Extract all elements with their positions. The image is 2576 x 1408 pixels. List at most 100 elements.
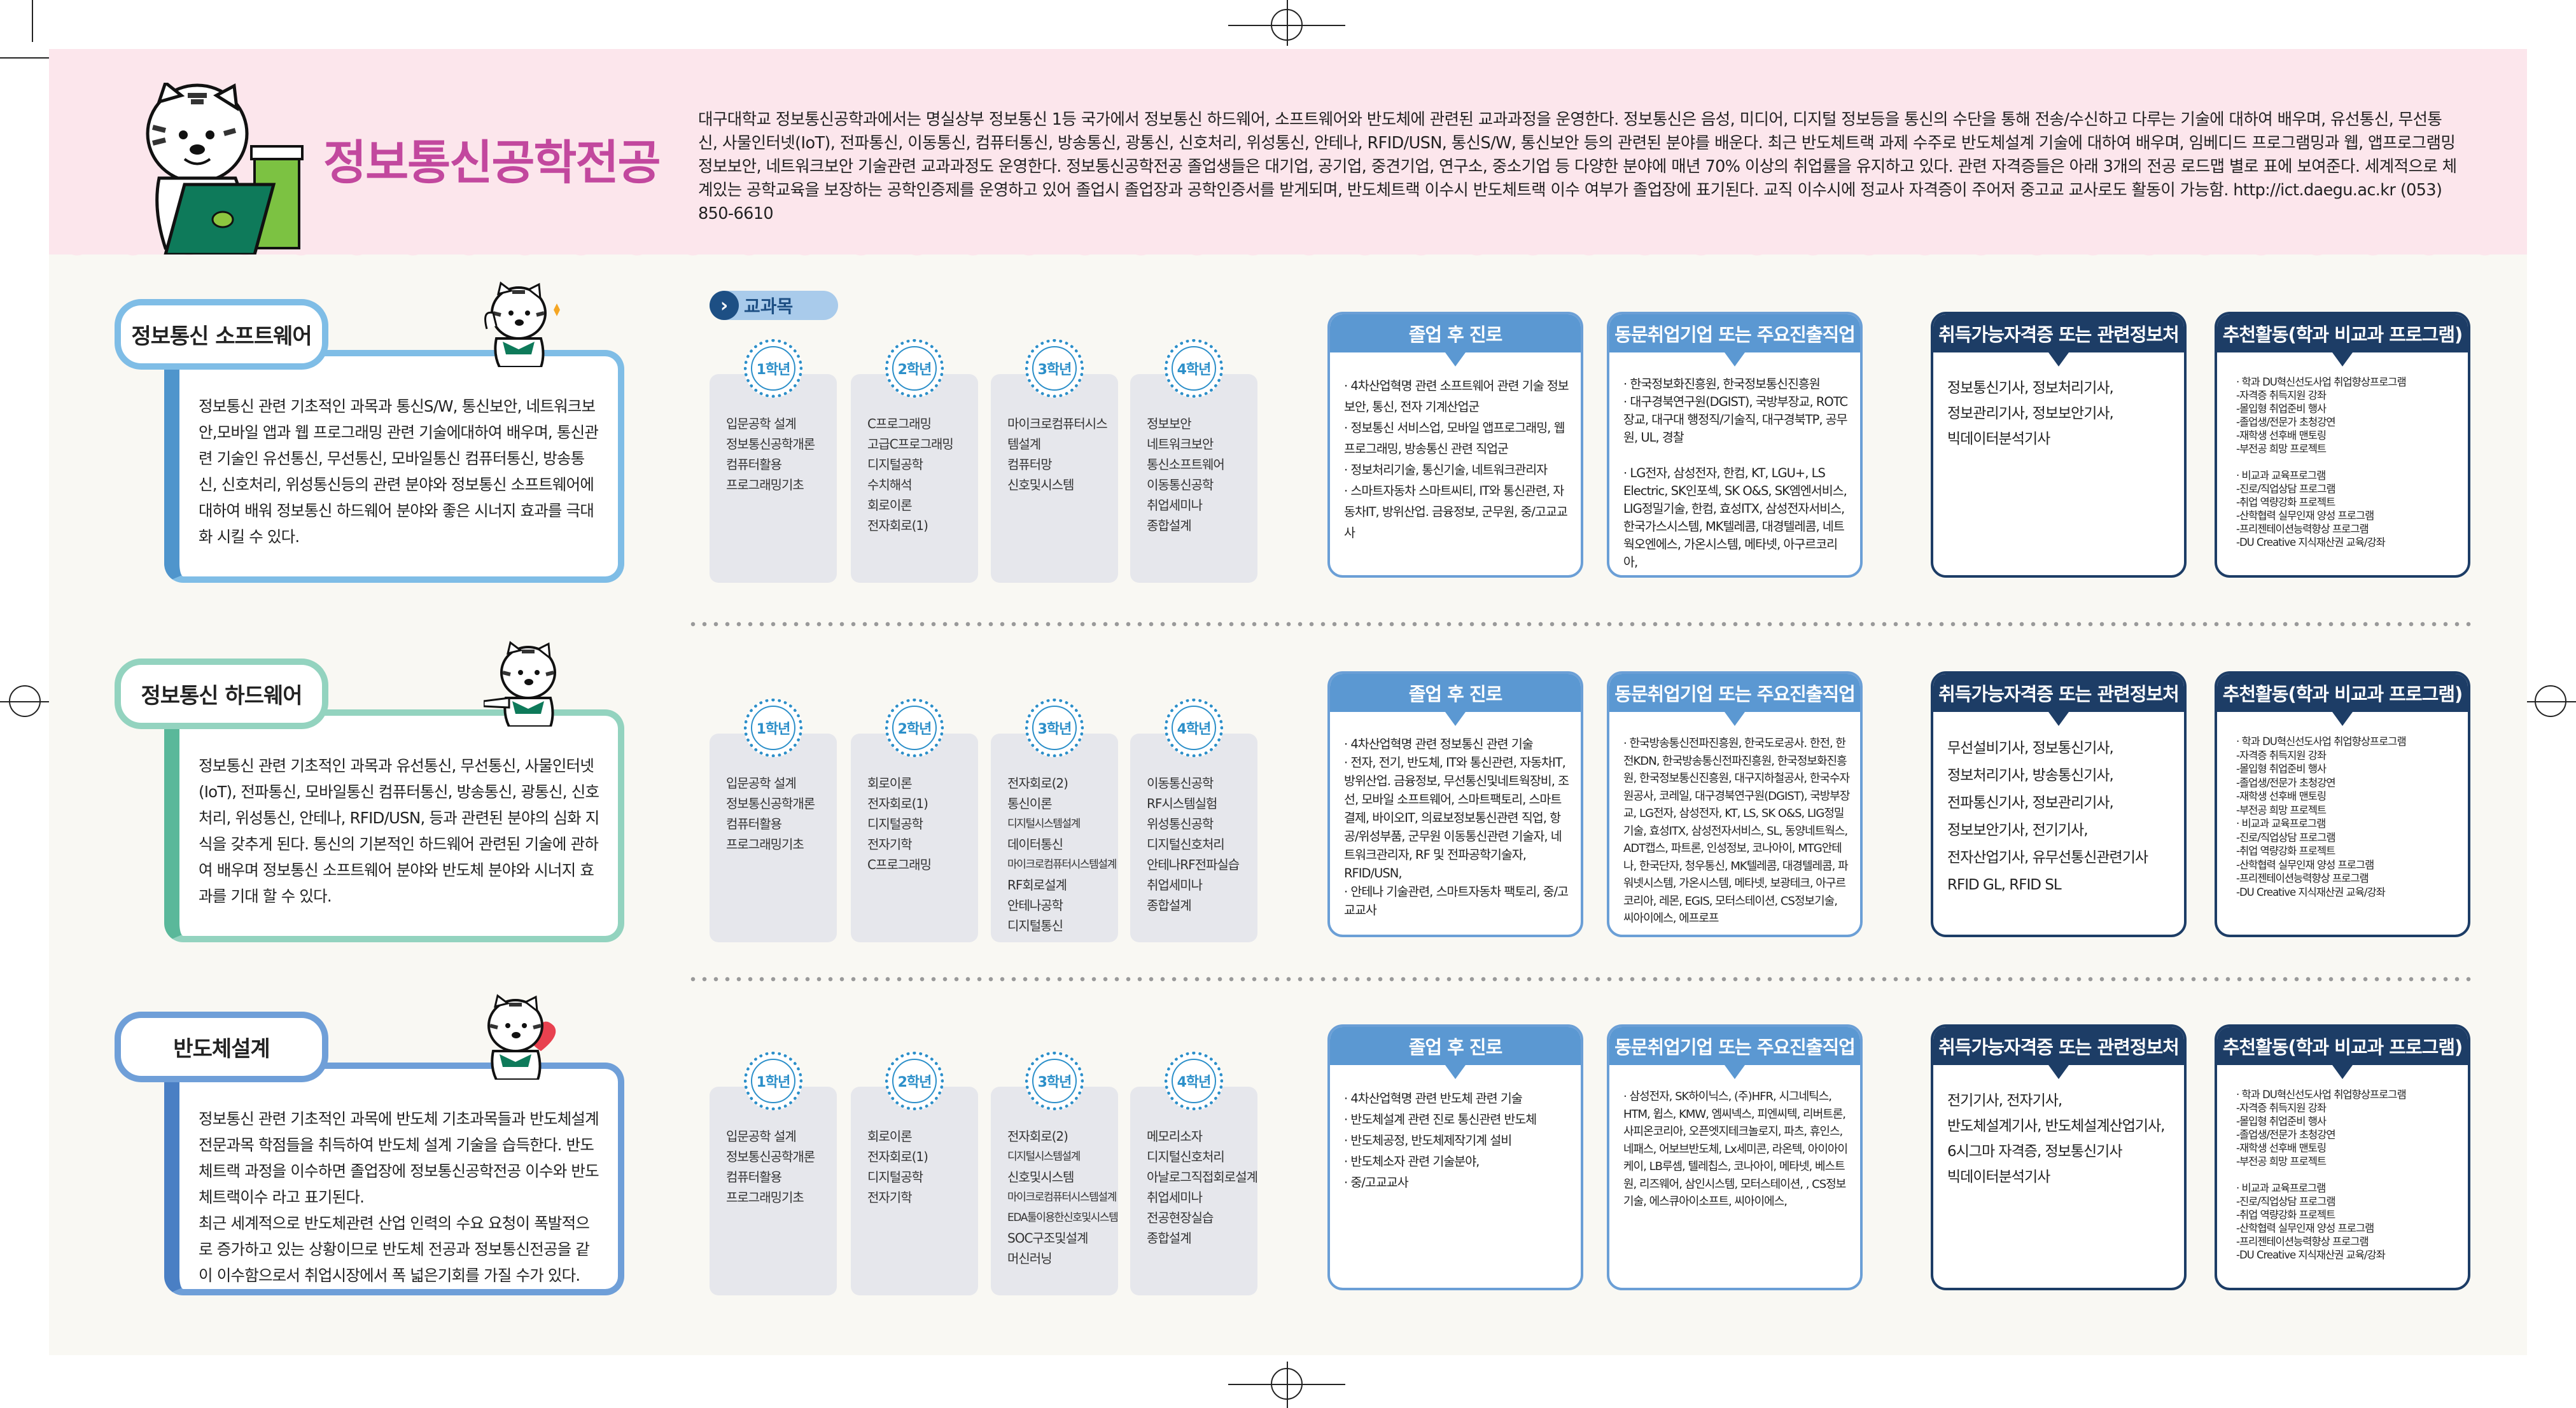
- course-item: 디지털통신: [1007, 918, 1063, 933]
- box-line: · 학과 DU혁신선도사업 취업향상프로그램: [2236, 376, 2407, 388]
- box-line: -졸업생/전문가 초청강연: [2236, 416, 2336, 428]
- box-line: -몰입형 취업준비 행사: [2236, 1115, 2327, 1127]
- year-courses-column: C프로그래밍 고급C프로그래밍 디지털공학 수치해석 회로이론 전자회로(1): [851, 374, 978, 583]
- box-line: -산학협력 실무인재 양성 프로그램: [2236, 1222, 2374, 1234]
- course-item: 프로그래밍기초: [726, 837, 804, 852]
- box-line: 정보관리기사, 정보보안기사,: [1947, 405, 2114, 422]
- box-line: · 반도체소자 관련 기술분야,: [1344, 1154, 1480, 1169]
- year-courses-column: 전자회로(2) 디지털시스템설계 신호및시스템 마이크로컴퓨터시스템설계 EDA툴이용한…: [991, 1087, 1119, 1295]
- box-line: -DU Creative 지식재산권 교육/강좌: [2236, 886, 2386, 898]
- box-line: -진로/직업상담 프로그램: [2236, 1195, 2336, 1208]
- course-item: 전공현장실습: [1147, 1210, 1214, 1225]
- course-item: 컴퓨터활용: [726, 1169, 782, 1185]
- box-line: -프리젠테이션능력향상 프로그램: [2236, 1236, 2369, 1248]
- course-item: 마이크로컴퓨터시스: [1007, 416, 1108, 431]
- box-line: 6시그마 자격증, 정보통신기사: [1947, 1143, 2123, 1160]
- course-item: 컴퓨터활용: [726, 816, 782, 832]
- box-line: -프리젠테이션능력향상 프로그램: [2236, 872, 2369, 884]
- year-label: 3학년: [1032, 1059, 1077, 1103]
- course-item: 전자회로(1): [867, 518, 928, 533]
- box-line: -부전공 희망 프로젝트: [2236, 1155, 2327, 1168]
- box-body: · 한국정보화진흥원, 한국정보통신진흥원 · 대구경북연구원(DGIST), 국…: [1609, 366, 1860, 571]
- course-item: 디지털시스템설계: [1007, 818, 1081, 830]
- year-label: 2학년: [892, 346, 937, 391]
- box-line: · 전자, 전기, 반도체, IT와 통신관련, 자동차IT, 방위산업. 금융…: [1344, 755, 1569, 881]
- box-line: -졸업생/전문가 초청강연: [2236, 776, 2336, 789]
- year-courses-column: 마이크로컴퓨터시스 템설계 컴퓨터망 신호및시스템: [991, 374, 1118, 583]
- year-courses-column: 이동통신공학 RF시스템실험 위성통신공학 디지털신호처리 안테나RF전파실습 취업세미나…: [1130, 734, 1257, 942]
- course-item: 프로그래밍기초: [726, 1190, 804, 1205]
- course-item: 입문공학 설계: [726, 416, 797, 431]
- year-badge: 1학년: [744, 339, 802, 398]
- course-item: 디지털신호처리: [1147, 1149, 1225, 1164]
- box-line: 전자산업기사, 유무선통신관련기사: [1947, 849, 2148, 866]
- crop-mark-bottom-h: [1228, 1384, 1345, 1385]
- box-line: -산학협력 실무인재 양성 프로그램: [2236, 858, 2374, 871]
- box-header: 동문취업기업 또는 주요진출직업: [1609, 1027, 1860, 1065]
- course-item: 회로이론: [867, 498, 913, 513]
- box-header: 취득가능자격증 또는 관련정보처: [1933, 1027, 2184, 1065]
- box-line: -취업 역량강화 프로젝트: [2236, 496, 2335, 508]
- year-label: 2학년: [892, 1059, 937, 1103]
- course-item: 통신소프트웨어: [1147, 457, 1225, 472]
- department-intro: 대구대학교 정보통신공학과에서는 명실상부 정보통신 1등 국가에서 정보통신 …: [698, 110, 2457, 223]
- course-item: 안테나공학: [1007, 898, 1063, 913]
- box-line: -DU Creative 지식재산권 교육/강좌: [2236, 1249, 2386, 1261]
- course-item: RF시스템실험: [1147, 796, 1217, 811]
- course-item: 디지털시스템설계: [1007, 1150, 1081, 1163]
- course-item: 머신러닝: [1007, 1251, 1053, 1266]
- companies-box: 동문취업기업 또는 주요진출직업 · 한국정보화진흥원, 한국정보통신진흥원 · 대…: [1607, 312, 1863, 578]
- year-badge: 1학년: [744, 1052, 802, 1110]
- course-item: 전자회로(1): [867, 796, 928, 811]
- year-label: 4학년: [1172, 346, 1216, 391]
- year-label: 3학년: [1032, 346, 1077, 391]
- year-badge: 3학년: [1025, 1052, 1084, 1110]
- box-line: · 학과 DU혁신선도사업 취업향상프로그램: [2236, 1089, 2407, 1101]
- tiger-thumbsup-mascot-icon: [484, 281, 560, 367]
- course-item: 수치해석: [867, 477, 913, 492]
- year-label: 1학년: [751, 346, 795, 391]
- year-courses-column: 메모리소자 디지털신호처리 아날로그직접회로설계 취업세미나 전공현장실습 종합설계: [1130, 1087, 1258, 1295]
- course-item: 디지털공학: [867, 1169, 923, 1185]
- course-item: RF회로설계: [1007, 877, 1067, 893]
- box-line: -진로/직업상담 프로그램: [2236, 483, 2336, 495]
- year-badge: 2학년: [885, 1052, 944, 1110]
- year-label: 3학년: [1032, 706, 1077, 750]
- course-item: 이동통신공학: [1147, 477, 1214, 492]
- box-line: · 한국방송통신전파진흥원, 한국도로공사. 한전, 한전KDN, 한국방송통신…: [1623, 737, 1850, 925]
- description-paragraph: 정보통신 관련 기초적인 과목에 반도체 기초과목들과 반도체설계 전문과목 학…: [199, 1110, 599, 1206]
- box-line: · 비교과 교육프로그램: [2236, 470, 2326, 482]
- box-body: · 학과 DU혁신선도사업 취업향상프로그램 -자격증 취득지원 강좌 -몰입형 취…: [2217, 1079, 2468, 1262]
- year-badge: 4학년: [1165, 339, 1223, 398]
- header-pointer: [2048, 352, 2069, 366]
- course-item: 입문공학 설계: [726, 1129, 797, 1144]
- box-line: · LG전자, 삼성전자, 한컴, KT, LGU+, LS Electric,…: [1623, 466, 1847, 569]
- course-item: 마이크로컴퓨터시스템설계: [1007, 858, 1117, 871]
- box-header: 졸업 후 진로: [1330, 674, 1581, 712]
- box-body: · 4차산업혁명 관련 소프트웨어 관련 기술 정보보안, 통신, 전자 기계산…: [1330, 366, 1581, 543]
- course-item: C프로그래밍: [867, 857, 932, 872]
- chevron-right-icon: ›: [710, 291, 739, 320]
- box-line: · 정보처리기술, 통신기술, 네트워크관리자: [1344, 463, 1548, 477]
- course-item: 신호및시스템: [1007, 477, 1074, 492]
- header-pointer: [1725, 712, 1745, 726]
- section-title: 반도체설계: [115, 1012, 328, 1082]
- box-line: -부전공 희망 프로젝트: [2236, 804, 2327, 816]
- year-badge: 3학년: [1025, 339, 1084, 398]
- box-line: 빅데이터분석기사: [1947, 1169, 2050, 1185]
- year-badge: 2학년: [885, 699, 944, 757]
- box-line: -재학생 선후배 맨토링: [2236, 1142, 2327, 1154]
- year-courses-column: 전자회로(2) 통신이론 디지털시스템설계 데이터통신 마이크로컴퓨터시스템설계 RF회로…: [991, 734, 1118, 942]
- box-line: -자격증 취득지원 강좌: [2236, 749, 2327, 762]
- box-line: 빅데이터분석기사: [1947, 431, 2050, 447]
- section-description: 정보통신 관련 기초적인 과목과 통신S/W, 통신보안, 네트워크보안,모바일…: [164, 350, 624, 583]
- year-badge: 1학년: [744, 699, 802, 757]
- box-line: 정보처리기사, 방송통신기사,: [1947, 767, 2114, 784]
- companies-box: 동문취업기업 또는 주요진출직업 · 한국방송통신전파진흥원, 한국도로공사. 한…: [1607, 671, 1863, 937]
- section-title: 정보통신 소프트웨어: [115, 299, 328, 370]
- course-item: 프로그래밍기초: [726, 477, 804, 492]
- course-item: 메모리소자: [1147, 1129, 1203, 1144]
- section-title: 정보통신 하드웨어: [115, 659, 328, 729]
- box-line: · 학과 DU혁신선도사업 취업향상프로그램: [2236, 735, 2407, 748]
